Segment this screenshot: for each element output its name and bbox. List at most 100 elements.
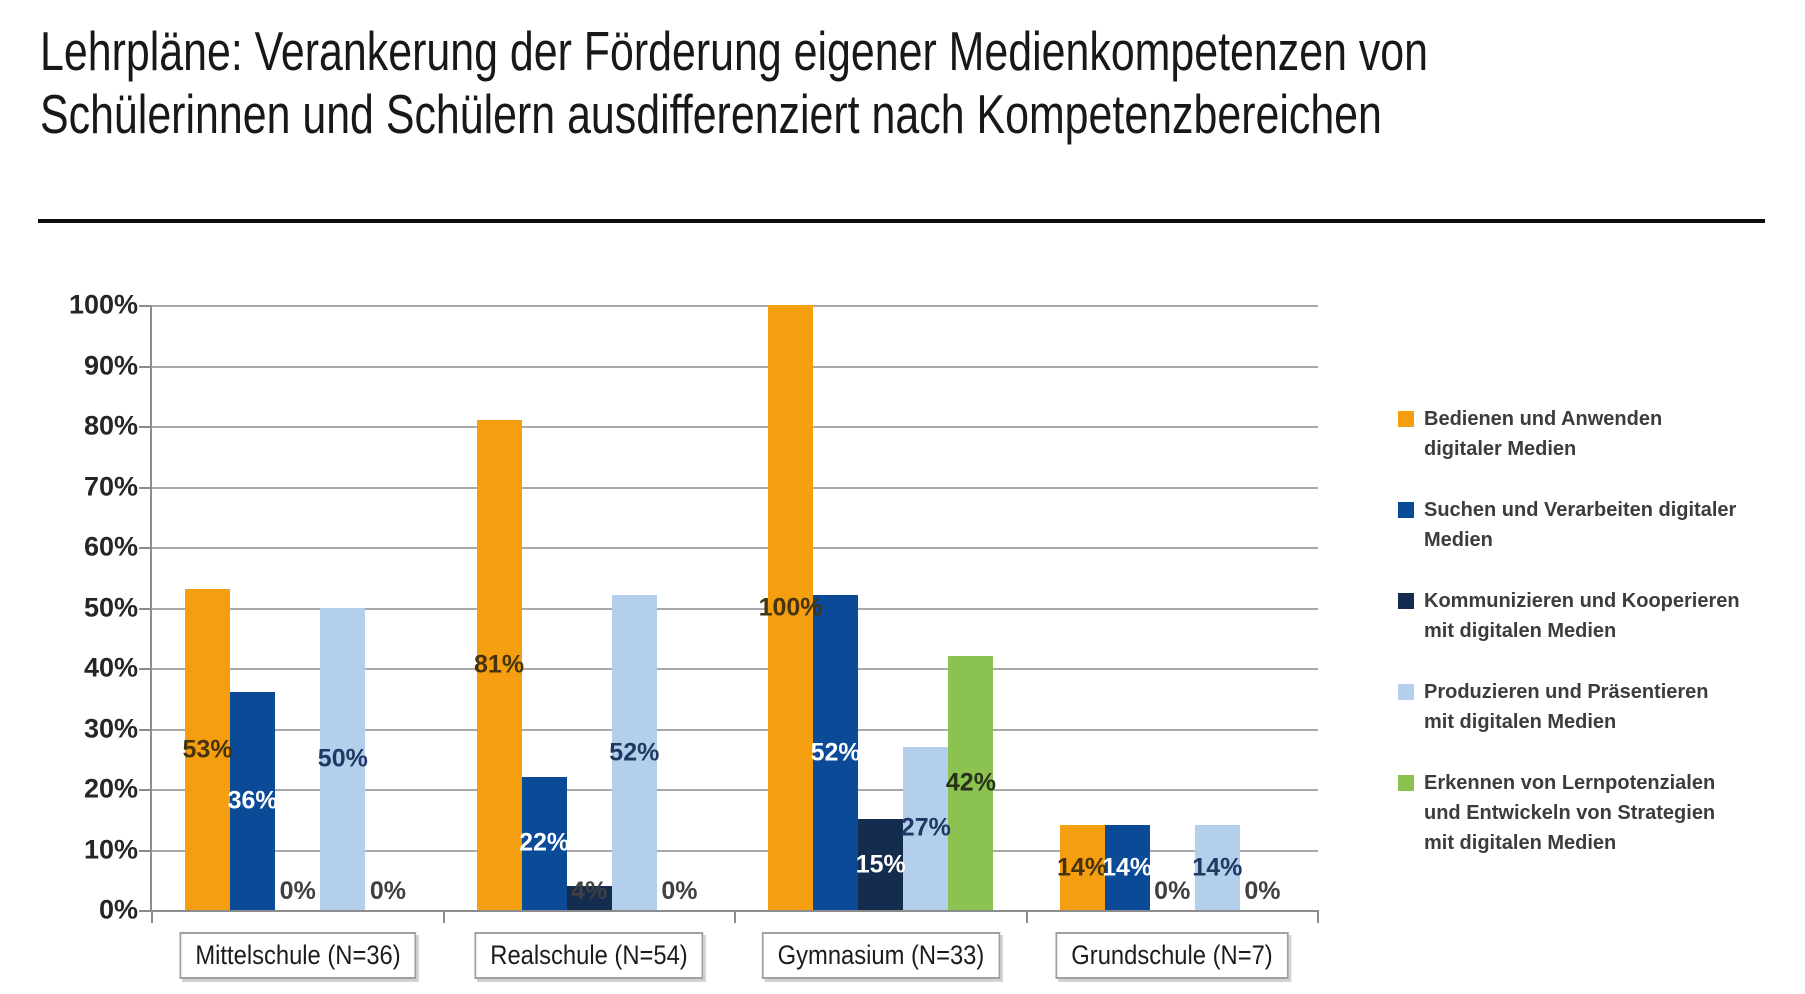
gridline <box>152 486 1318 489</box>
bar-slot: 100% <box>759 305 823 910</box>
bar-data-label: 14% <box>1102 853 1153 882</box>
bar-data-label: 14% <box>1192 853 1243 882</box>
y-axis-tick <box>139 668 152 670</box>
y-axis-tick <box>139 365 152 368</box>
bar-data-label: 81% <box>474 650 525 679</box>
y-axis-tick-label: 50% <box>83 592 138 622</box>
gridline <box>152 365 1318 368</box>
bar-slot: 15% <box>855 305 906 910</box>
x-axis-tick <box>1317 910 1319 923</box>
bar-slot: 22% <box>519 305 570 910</box>
legend-color-swatch-icon <box>1398 775 1414 791</box>
y-axis-tick-label: 40% <box>83 652 138 683</box>
y-axis-tick-label: 0% <box>98 894 138 925</box>
gridline <box>152 426 1318 428</box>
bar-data-label: 52% <box>810 738 861 767</box>
bar-slot: 36% <box>227 305 278 910</box>
bar-slot: 14% <box>1102 305 1153 910</box>
y-axis-tick-label: 90% <box>83 350 138 380</box>
legend-color-swatch-icon <box>1398 593 1414 609</box>
bar-slot: 0% <box>1150 305 1195 910</box>
bar-slot: 27% <box>901 305 951 910</box>
x-axis-tick <box>734 910 736 923</box>
y-axis-tick <box>139 607 152 610</box>
y-axis-line <box>150 305 152 910</box>
bar-slot: 14% <box>1192 305 1243 910</box>
bar-bedienen-gymnasium <box>768 305 814 910</box>
legend-item-produzieren: Produzieren und Präsentieren mit digitale… <box>1398 677 1798 737</box>
bar-data-label: 52% <box>609 738 660 767</box>
plot-area: 53% 36% 0% 50% 0% 81% 22% 4% 52% 0% 100% 52% 15% 27% 4… <box>139 305 1319 979</box>
gridline <box>152 607 1318 610</box>
bar-data-label: 4% <box>571 877 608 905</box>
bar-data-label: 15% <box>855 850 906 879</box>
bar-data-label: 100% <box>758 593 823 621</box>
y-axis-tick <box>139 728 152 731</box>
legend-item-label: Suchen und Verarbeiten digitaler Medien <box>1424 499 1737 551</box>
bar-bedienen-realschule <box>476 419 522 910</box>
bar-kommunizieren-realschule <box>566 885 612 910</box>
bar-slot: 52% <box>810 305 861 910</box>
bar-slot: 52% <box>609 305 660 910</box>
bar-slot: 42% <box>945 305 996 910</box>
gridline <box>152 728 1318 731</box>
legend-item-label: Bedienen und Anwenden digitaler Medien <box>1424 408 1663 460</box>
title-line-2: Schülerinnen und Schülern ausdifferenzie… <box>40 83 1382 145</box>
category-label-grundschule: Grundschule (N=7) <box>1055 932 1289 979</box>
bar-suchen-mittelschule <box>230 692 276 910</box>
legend-item-label: Erkennen von Lernpotenzialen und Entwicke… <box>1424 772 1716 854</box>
legend-item-kommunizieren: Kommunizieren und Kooperieren mit digital… <box>1398 586 1798 646</box>
bar-data-label: 22% <box>519 828 570 857</box>
bar-data-label: 50% <box>317 744 368 773</box>
legend-item-suchen: Suchen und Verarbeiten digitaler Medien <box>1398 495 1798 555</box>
bar-produzieren-grundschule <box>1194 825 1240 910</box>
y-axis-tick-label: 100% <box>68 289 138 320</box>
category-axis-labels: Mittelschule (N=36) Realschule (N=54) Gymn… <box>152 932 1318 994</box>
bar-group-gymnasium: 100% 52% 15% 27% 42% <box>735 305 1027 910</box>
legend-item-label: Produzieren und Präsentieren mit digitale… <box>1424 681 1709 733</box>
bar-slot: 0% <box>657 305 702 910</box>
x-axis-tick <box>442 910 445 923</box>
bar-produzieren-gymnasium <box>903 746 949 910</box>
bar-bedienen-mittelschule <box>185 589 231 910</box>
legend-item-label: Kommunizieren und Kooperieren mit digital… <box>1424 590 1740 642</box>
title-line-1: Lehrpläne: Verankerung der Förderung eig… <box>40 20 1429 82</box>
bar-suchen-realschule <box>521 776 567 910</box>
y-axis-tick-label: 80% <box>83 410 138 441</box>
bar-data-label: 36% <box>227 786 278 815</box>
legend-color-swatch-icon <box>1398 684 1414 700</box>
bar-data-label: 14% <box>1057 853 1108 882</box>
bar-bedienen-grundschule <box>1059 825 1105 910</box>
bar-slot: 4% <box>566 305 612 910</box>
category-label-realschule: Realschule (N=54) <box>474 932 704 979</box>
bar-data-label: 42% <box>945 768 996 797</box>
bar-slot: 0% <box>365 305 410 910</box>
y-axis-tick <box>139 305 152 307</box>
gridline <box>152 849 1318 852</box>
y-axis-tick <box>139 486 152 489</box>
bar-data-label: 0% <box>279 877 316 905</box>
y-axis-tick-label: 60% <box>83 531 138 562</box>
bar-group-mittelschule: 53% 36% 0% 50% 0% <box>152 305 444 910</box>
y-axis-labels: 100% 90% 80% 70% 60% 50% 40% 30% 20% 10% 0% <box>0 290 138 925</box>
bar-slot: 50% <box>317 305 368 910</box>
y-axis-tick-label: 30% <box>83 713 138 743</box>
bar-slot: 0% <box>275 305 320 910</box>
bar-slot: 53% <box>182 305 233 910</box>
category-label-gymnasium: Gymnasium (N=33) <box>761 932 1000 979</box>
legend-item-bedienen: Bedienen und Anwenden digitaler Medien <box>1398 404 1798 464</box>
y-axis-tick-label: 70% <box>83 471 138 501</box>
bar-slot: 0% <box>1240 305 1285 910</box>
legend-color-swatch-icon <box>1398 502 1414 518</box>
y-axis-tick-label: 20% <box>83 773 138 804</box>
legend: Bedienen und Anwenden digitaler Medien Suc… <box>1398 404 1798 858</box>
bar-data-label: 53% <box>182 735 233 764</box>
y-axis-tick-label: 10% <box>83 834 138 864</box>
gridline <box>152 547 1318 549</box>
bar-produzieren-mittelschule <box>320 607 366 910</box>
bar-suchen-gymnasium <box>813 595 859 910</box>
bar-groups: 53% 36% 0% 50% 0% 81% 22% 4% 52% 0% 100% 52% 15% 27% 4… <box>152 305 1318 910</box>
page-title: Lehrpläne: Verankerung der Förderung eig… <box>40 20 1428 146</box>
y-axis-tick <box>139 547 152 549</box>
